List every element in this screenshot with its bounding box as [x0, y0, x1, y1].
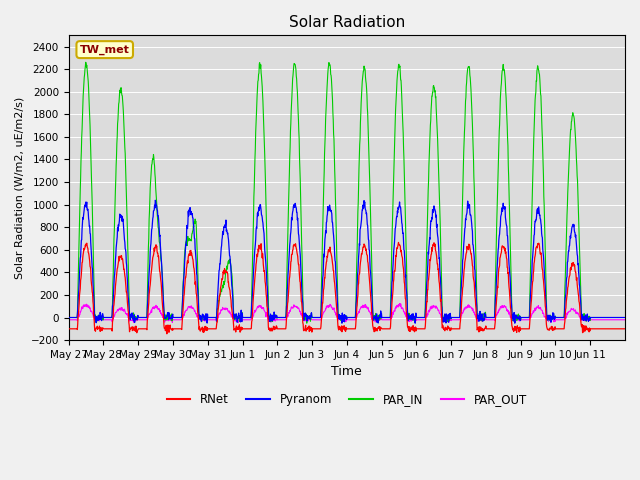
- Title: Solar Radiation: Solar Radiation: [289, 15, 405, 30]
- X-axis label: Time: Time: [332, 365, 362, 378]
- Text: TW_met: TW_met: [80, 45, 130, 55]
- Legend: RNet, Pyranom, PAR_IN, PAR_OUT: RNet, Pyranom, PAR_IN, PAR_OUT: [162, 388, 532, 410]
- Y-axis label: Solar Radiation (W/m2, uE/m2/s): Solar Radiation (W/m2, uE/m2/s): [15, 96, 25, 279]
